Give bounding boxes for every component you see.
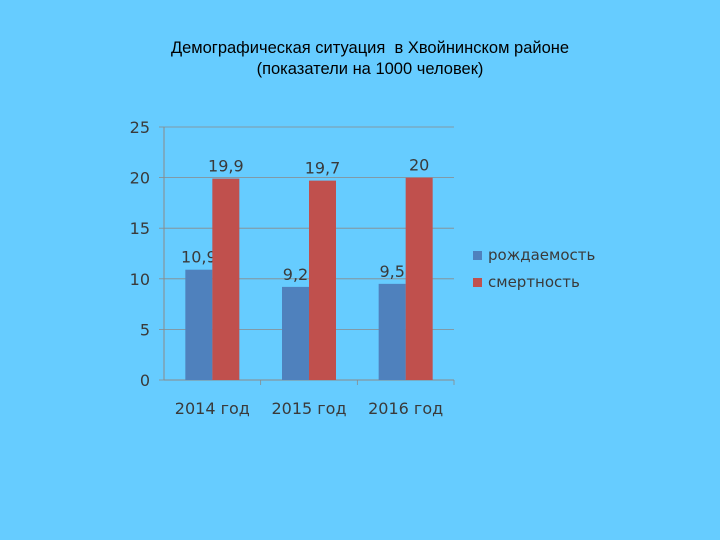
y-tick-label: 25 [130, 118, 150, 137]
y-tick-label: 0 [140, 371, 150, 390]
y-tick-label: 10 [130, 270, 150, 289]
legend-swatch [473, 278, 482, 287]
chart-subtitle: (показатели на 1000 человек) [256, 60, 484, 78]
data-label: 19,9 [208, 157, 244, 176]
bar-рождаемость [282, 286, 309, 380]
y-tick-label: 5 [140, 320, 150, 339]
bar-рождаемость [185, 269, 213, 380]
bar-смертность [212, 178, 240, 380]
data-label: 9,2 [283, 265, 308, 284]
data-label: 10,9 [181, 248, 217, 267]
data-label: 9,5 [379, 262, 404, 281]
bar-смертность [405, 177, 433, 380]
data-label: 20 [409, 156, 429, 175]
data-label: 19,7 [305, 159, 341, 178]
y-tick-label: 15 [130, 219, 150, 238]
legend-label: рождаемость [488, 246, 595, 264]
x-tick-label: 2015 год [271, 399, 346, 418]
bar-рождаемость [378, 283, 406, 380]
x-tick-label: 2016 год [368, 399, 443, 418]
chart-title-block: Демографическая ситуация в Хвойнинском р… [0, 38, 720, 80]
legend-label: смертность [488, 273, 580, 291]
x-tick-label: 2014 год [175, 399, 250, 418]
y-tick-label: 20 [130, 169, 150, 188]
bar-смертность [309, 180, 336, 380]
chart-title: Демографическая ситуация в Хвойнинском р… [170, 39, 570, 57]
legend-swatch [473, 251, 482, 260]
